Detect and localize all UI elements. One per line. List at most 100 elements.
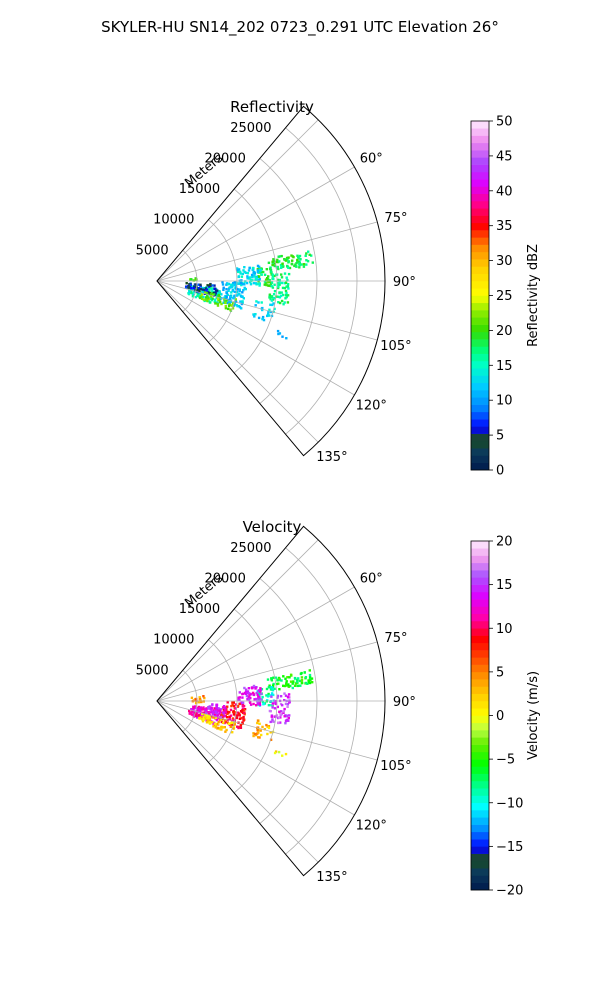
- echo-pixel: [270, 677, 273, 680]
- polar-grid: [156, 119, 385, 443]
- echo-pixel: [198, 696, 201, 699]
- echo-pixel: [293, 684, 297, 687]
- echo-pixel: [260, 301, 263, 304]
- echo-pixel: [191, 710, 194, 713]
- colorbar-swatch: [471, 577, 489, 585]
- colorbar-tick-label: 45: [496, 149, 513, 164]
- azimuth-line: [156, 280, 378, 341]
- azimuth-tick-label: 135°: [316, 870, 347, 885]
- echo-pixel: [232, 297, 235, 300]
- colorbar-tick-label: 50: [496, 115, 513, 130]
- echo-pixel: [269, 303, 272, 306]
- echo-pixel: [249, 283, 253, 286]
- echo-pixel: [287, 260, 291, 263]
- echo-pixel: [254, 304, 257, 307]
- azimuth-line: [156, 700, 319, 863]
- echo-pixel: [205, 708, 208, 711]
- echo-pixel: [254, 275, 257, 278]
- echo-pixel: [276, 286, 280, 290]
- echo-pixel: [294, 677, 297, 680]
- echo-pixel: [212, 287, 215, 290]
- echo-pixel: [271, 685, 275, 689]
- echo-pixel: [207, 711, 210, 714]
- echo-pixel: [253, 315, 256, 318]
- echo-pixel: [276, 329, 280, 333]
- colorbar-tick-label: −20: [496, 884, 523, 899]
- echo-pixel: [211, 284, 214, 287]
- echo-pixel: [238, 696, 241, 699]
- colorbar-swatch: [471, 824, 489, 833]
- echo-pixel: [235, 716, 239, 720]
- echo-pixel: [278, 281, 281, 284]
- colorbar-tick-label: 20: [496, 324, 513, 339]
- echo-pixel: [238, 717, 242, 720]
- echo-pixel: [251, 276, 254, 279]
- echo-pixel: [231, 289, 234, 293]
- echo-pixel: [270, 284, 273, 288]
- echo-pixel: [259, 271, 262, 274]
- echo-pixel: [250, 273, 254, 277]
- echo-pixel: [292, 255, 295, 259]
- echo-pixel: [271, 718, 274, 721]
- echo-pixel: [229, 725, 232, 728]
- echo-pixel: [279, 710, 283, 713]
- echo-pixel: [263, 280, 267, 283]
- echo-pixel: [278, 677, 281, 680]
- sector-outline: [156, 105, 386, 457]
- echo-pixel: [240, 295, 244, 298]
- echo-pixel: [273, 751, 277, 755]
- echo-pixel: [236, 288, 240, 291]
- echo-pixel: [255, 275, 258, 279]
- echo-pixel: [239, 724, 243, 727]
- echo-pixel: [274, 702, 278, 706]
- echo-pixel: [276, 696, 279, 699]
- colorbar-swatch: [471, 606, 489, 615]
- echo-pixel: [257, 736, 260, 739]
- echo-pixel: [305, 263, 308, 266]
- echo-pixel: [270, 281, 274, 284]
- echo-pixel: [295, 680, 299, 683]
- reflectivity-panel: Reflectivity500010000150002000025000Mete…: [136, 98, 541, 479]
- echo-pixel: [231, 302, 235, 305]
- echo-pixel: [252, 732, 255, 735]
- echo-pixel: [302, 265, 306, 268]
- colorbar-tick-label: 30: [496, 254, 513, 269]
- echo-pixel: [221, 706, 225, 709]
- echo-pixel: [272, 693, 275, 697]
- echo-pixel: [256, 269, 259, 272]
- echo-pixel: [199, 288, 202, 291]
- echo-pixel: [202, 298, 205, 301]
- echo-pixel: [279, 294, 283, 298]
- echo-pixel: [242, 715, 245, 719]
- echo-pixel: [272, 302, 275, 305]
- echo-pixel: [198, 713, 201, 717]
- echo-pixel: [298, 261, 301, 265]
- echo-pixel: [272, 298, 275, 301]
- echo-pixel: [208, 301, 212, 304]
- echo-pixel: [280, 679, 283, 682]
- echo-pixel: [260, 733, 263, 737]
- echo-pixel: [308, 676, 312, 679]
- echo-pixel: [215, 712, 218, 716]
- echo-pixel: [229, 708, 233, 712]
- echo-pixel: [271, 688, 275, 691]
- echo-pixel: [233, 301, 236, 305]
- echo-pixel: [283, 692, 286, 695]
- echo-pixel: [256, 693, 259, 696]
- colorbar-swatch: [471, 839, 489, 847]
- echo-pixel: [258, 278, 261, 281]
- echo-pixel: [249, 701, 252, 704]
- echo-pixel: [294, 263, 297, 266]
- echo-pixel: [270, 270, 273, 274]
- figure-title: SKYLER-HU SN14_202 0723_0.291 UTC Elevat…: [101, 18, 499, 37]
- echo-pixel: [203, 696, 206, 700]
- echo-pixel: [262, 270, 265, 274]
- echo-pixel: [244, 692, 248, 695]
- echo-pixel: [246, 277, 249, 280]
- colorbar-swatch: [471, 875, 489, 884]
- colorbar-swatch: [471, 759, 489, 767]
- echo-pixel: [284, 677, 287, 680]
- echo-pixel: [212, 291, 215, 295]
- echo-pixel: [240, 275, 244, 278]
- echo-pixel: [283, 272, 287, 275]
